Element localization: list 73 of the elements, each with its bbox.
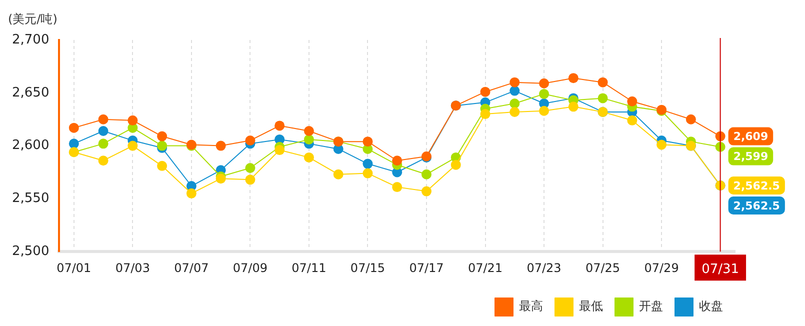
point [274,120,285,131]
point [598,77,608,88]
point [157,131,168,142]
legend-label: 收盘 [699,299,723,314]
x-tick-label: 07/23 [526,260,562,275]
y-tick-label: 2,700 [12,32,50,48]
point [362,168,373,178]
point [539,78,550,88]
point [510,86,520,96]
point [568,73,578,84]
point [392,156,402,166]
point [304,126,314,136]
point [539,106,550,116]
point [98,156,108,166]
point [539,88,550,99]
point [245,174,256,185]
x-tick-label: 07/21 [468,260,503,275]
x-tick-label: 07/25 [585,260,620,275]
y-tick-label: 2,600 [12,138,50,154]
point [216,174,226,184]
point [421,169,432,180]
point [480,109,490,120]
point [480,86,490,97]
point [68,138,79,149]
x-tick-label: 07/29 [644,260,679,275]
x-tick-label: 07/11 [292,260,326,275]
point [216,140,226,151]
point [98,126,108,136]
data-label: 2,609 [733,130,768,144]
y-tick-label: 2,550 [12,191,50,206]
point [510,77,520,88]
legend-label: 最低 [579,299,603,314]
point [68,122,79,133]
x-tick-label: 07/07 [174,260,209,275]
legend-label: 开盘 [639,299,663,314]
data-label: 2,599 [733,150,768,164]
point [362,136,373,147]
point [333,169,344,180]
point [627,96,638,106]
point [362,158,373,169]
legend-label: 最高 [519,299,543,314]
point [656,140,667,150]
point [245,163,256,174]
x-tick-label: 07/03 [115,260,150,275]
point [186,188,196,198]
point [304,134,314,144]
x-tick-label: 07/09 [232,260,268,275]
point [510,98,520,108]
point [98,114,108,124]
point [157,160,168,171]
data-label: 2,562.5 [733,179,780,192]
y-axis-title: (美元/吨) [8,12,58,26]
point [568,102,578,112]
point [274,145,285,156]
y-tick-label: 2,500 [12,244,50,259]
x-tick-label: 07/15 [350,260,386,275]
point [128,115,138,126]
x-tick-label: 07/01 [56,260,92,275]
x-tick-label: 07/31 [702,262,740,277]
point [245,136,256,146]
y-tick-label: 2,650 [12,85,50,100]
point [450,160,461,170]
point [392,182,402,192]
point [627,115,638,126]
point [98,138,108,149]
point [686,114,696,124]
x-tick-label: 07/17 [409,260,444,275]
point [304,152,314,162]
data-label: 2,562.5 [733,199,780,212]
point [421,186,432,196]
point [128,140,138,151]
point [598,93,608,104]
point [510,106,520,117]
